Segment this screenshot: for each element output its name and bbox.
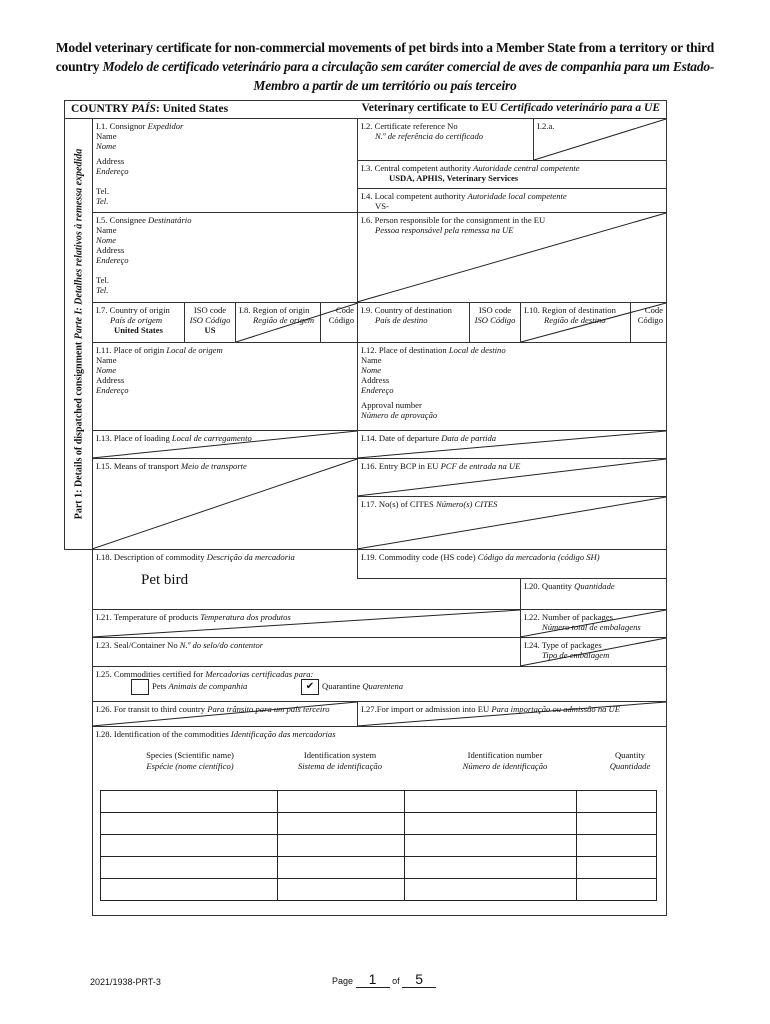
column-quantity: Quantity Quantidade — [609, 750, 651, 771]
table-row — [100, 834, 657, 857]
field-i13-place-loading: I.13. Place of loading Local de carregam… — [92, 430, 358, 459]
table-cell[interactable] — [100, 856, 278, 879]
title-portuguese: Modelo de certificado veterinário para a… — [102, 59, 715, 93]
part1-side-label: Part 1: Details of dispatched consignmen… — [64, 118, 93, 550]
quarantine-option[interactable]: ✔ Quarantine Quarentena — [301, 679, 403, 695]
field-i1-consignor[interactable]: I.1. Consignor Expedidor Name Nome Addres… — [92, 118, 358, 213]
field-i7-country-origin[interactable]: I.7. Country of origin País de origem Uni… — [92, 302, 185, 343]
page-number: 1 — [355, 971, 390, 988]
field-i9-iso-code[interactable]: ISO code ISO Código — [469, 302, 521, 343]
table-cell[interactable] — [404, 878, 578, 901]
table-row — [100, 856, 657, 879]
page-indicator: Page 1 of 5 — [332, 971, 437, 988]
field-i3-central-authority[interactable]: I.3. Central competent authority Autorid… — [357, 160, 667, 189]
table-cell[interactable] — [404, 856, 578, 879]
field-i24-package-type: I.24. Type of packages Tipo de embalagem — [520, 637, 667, 667]
table-cell[interactable] — [576, 790, 657, 813]
certificate-header: COUNTRY PAÍS: United States Veterinary c… — [64, 100, 667, 119]
field-i19-commodity-code[interactable]: I.19. Commodity code (HS code) Código da… — [357, 549, 667, 579]
field-i23-seal[interactable]: I.23. Seal/Container No N.º do selo/do c… — [92, 637, 521, 667]
table-cell[interactable] — [576, 856, 657, 879]
field-i25-certified-for: I.25. Commodities certified for Mercador… — [92, 666, 667, 702]
field-i4-local-authority[interactable]: I.4. Local competent authority Autoridad… — [357, 188, 667, 213]
table-cell[interactable] — [404, 812, 578, 835]
field-i14-date-departure: I.14. Date of departure Data de partida — [357, 430, 667, 459]
field-i18-description[interactable]: I.18. Description of commodity Descrição… — [92, 549, 358, 610]
table-cell[interactable] — [404, 790, 578, 813]
pets-option[interactable]: Pets Animais de companhia — [131, 679, 247, 695]
commodity-value: Pet bird — [141, 572, 189, 588]
field-i6-person-responsible: I.6. Person responsible for the consignm… — [357, 212, 667, 303]
pets-checkbox[interactable] — [131, 679, 149, 695]
identification-table — [100, 790, 657, 901]
table-cell[interactable] — [276, 856, 406, 879]
table-cell[interactable] — [276, 790, 406, 813]
field-i28-identification: I.28. Identification of the commodities … — [92, 726, 667, 916]
table-cell[interactable] — [576, 812, 657, 835]
field-i11-place-origin[interactable]: I.11. Place of origin Local de origem Na… — [92, 342, 358, 431]
field-i18-description-extension — [357, 578, 521, 610]
table-cell[interactable] — [100, 834, 278, 857]
certificate-title: Model veterinary certificate for non-com… — [35, 38, 735, 95]
page-total: 5 — [402, 971, 437, 988]
country-label: COUNTRY PAÍS: United States — [71, 103, 229, 115]
table-cell[interactable] — [100, 878, 278, 901]
title-english: Model veterinary certificate for non-com… — [55, 40, 715, 74]
column-id-system: Identification system Sistema de identifi… — [297, 750, 382, 771]
table-row — [100, 812, 657, 835]
field-i26-transit: I.26. For transit to third country Para … — [92, 701, 358, 727]
column-id-number: Identification number Número de identific… — [462, 750, 548, 771]
table-row — [100, 878, 657, 901]
field-i8-region-origin: I.8. Region of origin Região de origem — [235, 302, 321, 343]
table-cell[interactable] — [276, 878, 406, 901]
field-i22-packages: I.22. Number of packages Número total de … — [520, 609, 667, 638]
table-cell[interactable] — [276, 834, 406, 857]
field-i17-cites: I.17. No(s) of CITES Número(s) CITES — [357, 496, 667, 550]
table-cell[interactable] — [100, 812, 278, 835]
field-i16-entry-bcp: I.16. Entry BCP in EU PCF de entrada na … — [357, 458, 667, 497]
quarantine-checkbox[interactable]: ✔ — [301, 679, 319, 695]
field-i5-consignee[interactable]: I.5. Consignee Destinatário Name Nome Add… — [92, 212, 358, 303]
table-cell[interactable] — [576, 878, 657, 901]
table-cell[interactable] — [100, 790, 278, 813]
field-i2a: I.2.a. — [533, 118, 667, 161]
document-code: 2021/1938-PRT-3 — [90, 977, 161, 987]
field-i9-country-destination[interactable]: I.9. Country of destination País de desti… — [357, 302, 470, 343]
field-i8-code: Code Código — [320, 302, 358, 343]
field-i20-quantity[interactable]: I.20. Quantity Quantidade — [520, 578, 667, 610]
table-row — [100, 790, 657, 813]
field-i10-code: Code Código — [630, 302, 667, 343]
field-i12-place-destination[interactable]: I.12. Place of destination Local de dest… — [357, 342, 667, 431]
field-i10-region-destination: I.10. Region of destination Região de des… — [520, 302, 631, 343]
table-cell[interactable] — [576, 834, 657, 857]
field-i21-temperature: I.21. Temperature of products Temperatur… — [92, 609, 521, 638]
field-i7-iso-code[interactable]: ISO code ISO Código US — [184, 302, 236, 343]
field-i27-import: I.27.For import or admission into EU Par… — [357, 701, 667, 727]
table-cell[interactable] — [404, 834, 578, 857]
field-i2-certificate-reference[interactable]: I.2. Certificate reference No N.º de refe… — [357, 118, 534, 161]
table-cell[interactable] — [276, 812, 406, 835]
column-species: Species (Scientific name) Espécie (nome c… — [146, 750, 234, 771]
certificate-type: Veterinary certificate to EU Certificado… — [361, 102, 660, 114]
field-i15-means-transport: I.15. Means of transport Meio de transpo… — [92, 458, 358, 550]
